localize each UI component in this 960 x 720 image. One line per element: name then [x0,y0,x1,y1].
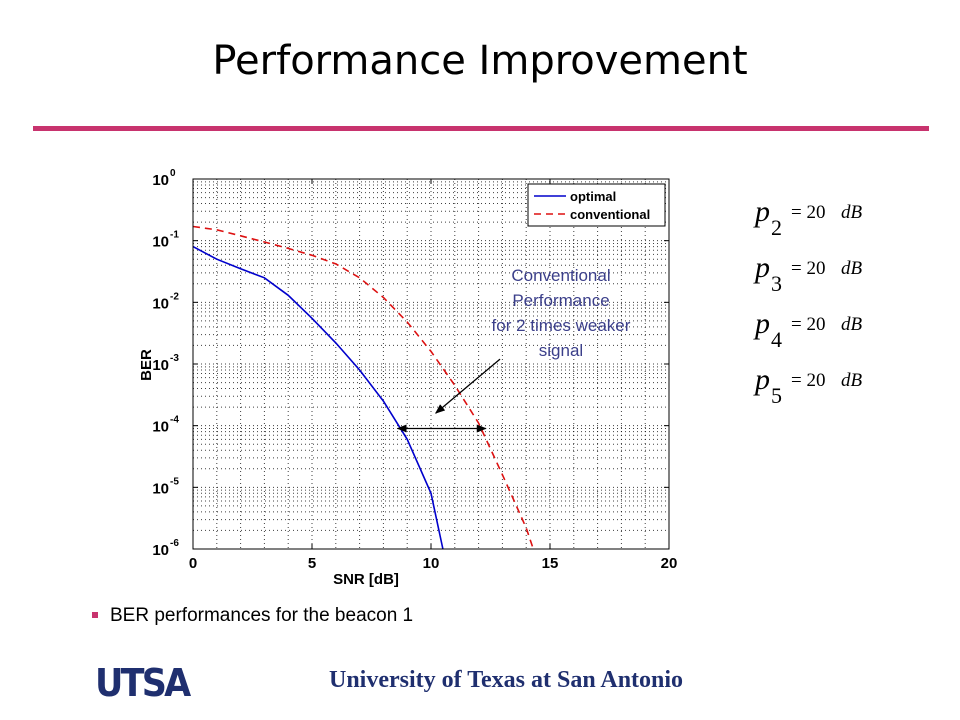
bullet-item: BER performances for the beacon 1 [92,605,413,627]
y-tick-label: 10 [152,542,169,559]
y-tick-label: 10 [152,295,169,312]
x-tick-label: 10 [423,555,440,572]
y-axis-label: BER [138,349,155,381]
equation-symbol: p [755,363,770,396]
bullet-text: BER performances for the beacon 1 [110,605,414,626]
equation-unit: dB [841,370,863,391]
annotation-pointer-arrow [434,358,501,414]
legend-box [527,183,666,227]
equation-symbol: p [755,195,770,228]
y-tick-label: 10 [152,234,169,251]
equation-value: = 20 [791,370,826,391]
slide-title: Performance Improvement [212,38,748,84]
x-axis-label: SNR [dB] [333,571,399,588]
equation-symbol: p [755,251,770,284]
equation-subscript: 3 [771,271,782,296]
utsa-logo: UTSA [95,661,191,705]
x-tick-label: 0 [189,555,197,572]
y-tick-label: 10 [152,480,169,497]
equation-unit: dB [841,258,863,279]
y-tick-exponent: -6 [170,538,179,549]
equation-value: = 20 [791,314,826,335]
equation-value: = 20 [791,202,826,223]
y-tick-exponent: -1 [170,230,179,241]
annotation-text-line: Conventional [511,266,610,285]
legend-label-conventional: conventional [570,207,650,222]
series-line-conventional [192,225,535,550]
x-tick-label: 5 [308,555,316,572]
x-tick-label: 20 [661,555,678,572]
equation-symbol: p [755,307,770,340]
annotation-text-line: Performance [512,291,609,310]
y-tick-label: 10 [152,419,169,436]
legend-label-optimal: optimal [570,189,616,204]
annotation-text-line: for 2 times weaker [492,316,631,335]
y-tick-exponent: -3 [170,353,179,364]
footer-university: University of Texas at San Antonio [329,667,684,693]
y-tick-label: 10 [152,357,169,374]
equation-subscript: 4 [771,327,782,352]
y-tick-exponent: -2 [170,291,179,302]
equation-subscript: 5 [771,383,782,408]
y-tick-exponent: -5 [170,476,179,487]
x-tick-label: 15 [542,555,559,572]
y-tick-label: 10 [152,172,169,189]
y-tick-exponent: -4 [170,415,179,426]
equation-unit: dB [841,202,863,223]
title-divider [33,126,929,131]
series-line-optimal [192,245,444,550]
equation-value: = 20 [791,258,826,279]
equation-unit: dB [841,314,863,335]
y-tick-exponent: 0 [170,168,176,179]
bullet-square-icon [92,612,98,618]
equation-subscript: 2 [771,215,782,240]
annotation-text-line: signal [539,341,583,360]
